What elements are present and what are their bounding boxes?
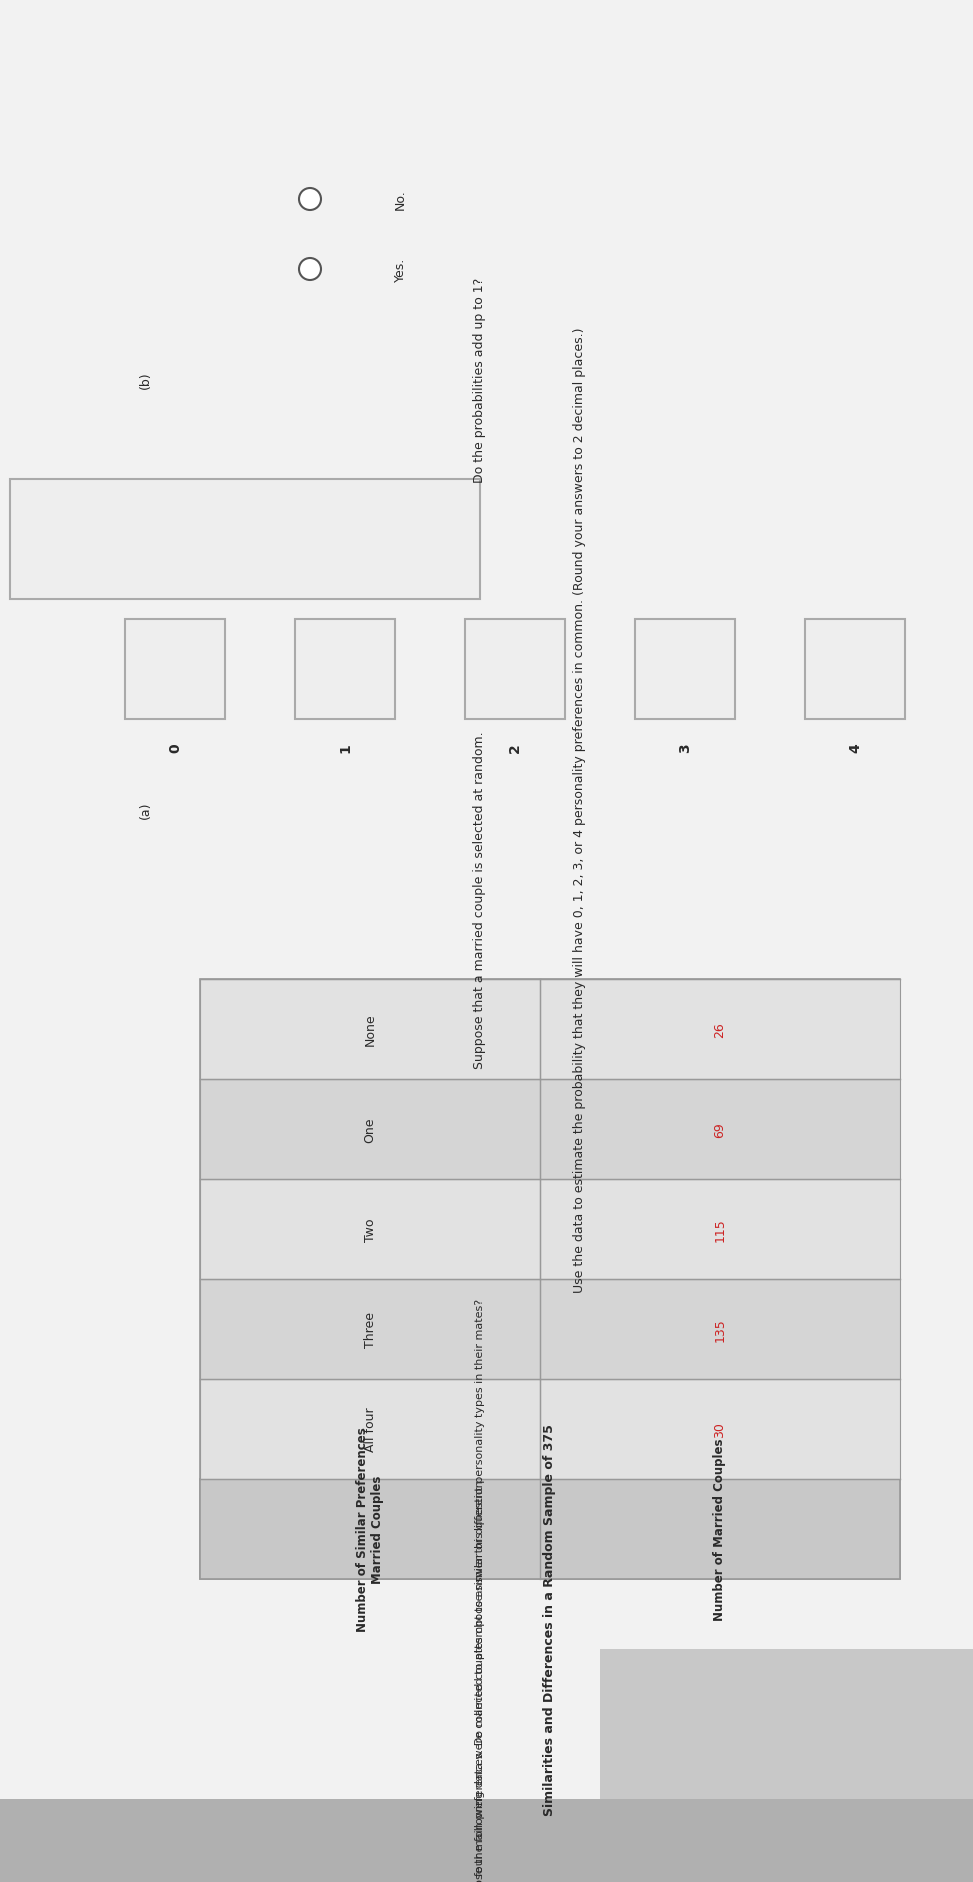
Text: Suppose the following data were collected to attempt to answer this question.: Suppose the following data were collecte…	[475, 1475, 485, 1882]
Polygon shape	[200, 979, 900, 1579]
Text: 3: 3	[678, 743, 692, 753]
Text: Personality types are broadly defined according to four main preferences. Do mar: Personality types are broadly defined ac…	[475, 1299, 485, 1882]
Text: All four: All four	[364, 1408, 377, 1451]
Polygon shape	[200, 1080, 900, 1180]
Polygon shape	[200, 1280, 900, 1380]
Text: 69: 69	[713, 1122, 727, 1137]
Polygon shape	[200, 1479, 900, 1579]
Text: (b): (b)	[138, 371, 152, 388]
Text: 1: 1	[338, 743, 352, 753]
Text: Number of Married Couples: Number of Married Couples	[713, 1438, 727, 1620]
Polygon shape	[465, 619, 565, 719]
Polygon shape	[200, 1380, 900, 1479]
Polygon shape	[125, 619, 225, 719]
Text: Yes.: Yes.	[393, 258, 407, 282]
Text: Two: Two	[364, 1218, 377, 1240]
Text: 4: 4	[848, 743, 862, 753]
Text: Do the probabilities add up to 1?: Do the probabilities add up to 1?	[474, 277, 486, 482]
Polygon shape	[635, 619, 735, 719]
Text: Similarities and Differences in a Random Sample of 375: Similarities and Differences in a Random…	[544, 1423, 557, 1814]
Text: (a): (a)	[138, 802, 152, 819]
Text: Suppose that a married couple is selected at random.: Suppose that a married couple is selecte…	[474, 730, 486, 1069]
Text: 135: 135	[713, 1317, 727, 1342]
Text: 30: 30	[713, 1421, 727, 1438]
Polygon shape	[10, 480, 480, 600]
Polygon shape	[600, 1649, 973, 1799]
Text: Three: Three	[364, 1312, 377, 1348]
Polygon shape	[295, 619, 395, 719]
Text: One: One	[364, 1116, 377, 1142]
Text: Number of Similar Preferences
Married Couples: Number of Similar Preferences Married Co…	[356, 1427, 384, 1632]
Text: 115: 115	[713, 1218, 727, 1242]
Circle shape	[299, 260, 321, 280]
Text: 26: 26	[713, 1022, 727, 1037]
Circle shape	[299, 188, 321, 211]
Text: Use the data to estimate the probability that they will have 0, 1, 2, 3, or 4 pe: Use the data to estimate the probability…	[573, 327, 587, 1293]
Text: None: None	[364, 1013, 377, 1046]
Polygon shape	[200, 1180, 900, 1280]
Polygon shape	[0, 1799, 973, 1882]
Text: 2: 2	[508, 743, 522, 753]
Text: 0: 0	[168, 743, 182, 753]
Polygon shape	[805, 619, 905, 719]
Polygon shape	[200, 979, 900, 1080]
Text: No.: No.	[393, 190, 407, 211]
